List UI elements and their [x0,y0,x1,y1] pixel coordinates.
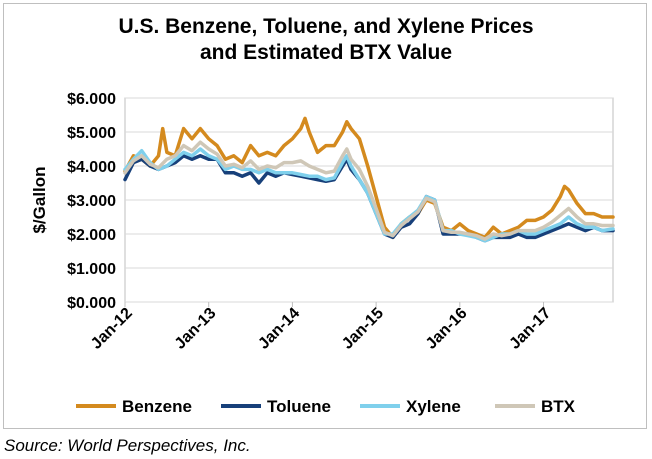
series-line-xylene [123,147,615,243]
chart-title: U.S. Benzene, Toluene, and Xylene Prices… [0,14,652,66]
gridlines [124,97,614,307]
x-tick-label: Jan-17 [506,305,554,353]
legend-label-benzene: Benzene [122,397,192,416]
x-tick-labels: Jan-12 Jan-13 Jan-14 Jan-15 Jan-16 Jan-17 [88,305,554,353]
source-note: Source: World Perspectives, Inc. [4,436,251,455]
y-tick-label: $4.000 [67,159,116,176]
y-tick-label: $6.000 [67,91,116,108]
legend-label-btx: BTX [541,397,576,416]
chart-frame [3,3,647,429]
y-tick-label: $3.000 [67,193,116,210]
y-tick-label: $2.000 [67,227,116,244]
series-lines [123,116,615,243]
legend-label-xylene: Xylene [406,397,461,416]
legend-label-toluene: Toluene [267,397,331,416]
y-tick-label: $1.000 [67,261,116,278]
x-tick-label: Jan-13 [172,305,220,353]
legend: Benzene Toluene Xylene BTX [76,397,576,416]
x-tick-label: Jan-16 [423,305,471,353]
series-line-btx [123,140,615,241]
y-axis-label: $/Gallon [30,166,49,233]
y-tick-label: $5.000 [67,125,116,142]
chart-title-line2: and Estimated BTX Value [199,41,453,64]
y-tick-labels: $0.000 $1.000 $2.000 $3.000 $4.000 $5.000 $6.0… [67,91,116,312]
y-tick-label: $0.000 [67,295,116,312]
series-line-benzene [123,116,615,240]
x-tick-label: Jan-14 [255,305,303,353]
x-tick-label: Jan-15 [339,305,387,353]
chart-title-line1: U.S. Benzene, Toluene, and Xylene Prices [118,15,534,38]
